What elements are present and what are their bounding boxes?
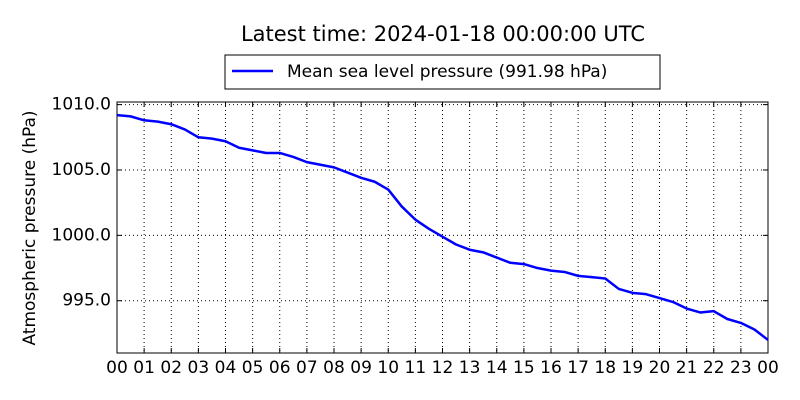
x-tick-label: 10 [377, 358, 399, 378]
y-tick-label: 1000.0 [52, 225, 111, 245]
x-tick-label: 12 [432, 358, 454, 378]
x-tick-label: 14 [486, 358, 508, 378]
series-line [116, 113, 769, 341]
x-tick-label: 21 [676, 358, 698, 378]
y-axis-label: Atmospheric pressure (hPa) [20, 110, 40, 345]
x-tick-label: 04 [215, 358, 237, 378]
y-tick-label: 995.0 [62, 291, 111, 311]
x-tick-label: 15 [513, 358, 535, 378]
x-tick-label: 17 [567, 358, 589, 378]
x-tick-label: 16 [540, 358, 562, 378]
chart-title: Latest time: 2024-01-18 00:00:00 UTC [241, 22, 645, 46]
y-tick-label: 1010.0 [52, 95, 111, 115]
x-tick-label: 11 [405, 358, 427, 378]
x-tick-label: 07 [296, 358, 318, 378]
x-tick-label: 23 [730, 358, 752, 378]
x-tick-label: 09 [350, 358, 372, 378]
x-tick-label: 22 [703, 358, 725, 378]
x-tick-label: 19 [622, 358, 644, 378]
x-tick-label: 06 [269, 358, 291, 378]
legend-label: Mean sea level pressure (991.98 hPa) [287, 62, 607, 82]
x-tick-label: 20 [649, 358, 671, 378]
x-tick-label: 01 [133, 358, 155, 378]
x-tick-label: 05 [242, 358, 264, 378]
y-tick-label: 1005.0 [52, 160, 111, 180]
x-tick-label: 03 [188, 358, 210, 378]
x-tick-label: 13 [459, 358, 481, 378]
x-tick-label: 00 [757, 358, 779, 378]
x-tick-label: 08 [323, 358, 345, 378]
x-tick-label: 00 [106, 358, 128, 378]
x-tick-label: 18 [594, 358, 616, 378]
x-tick-label: 02 [160, 358, 182, 378]
plot-frame [116, 101, 769, 354]
legend-box [224, 54, 661, 90]
